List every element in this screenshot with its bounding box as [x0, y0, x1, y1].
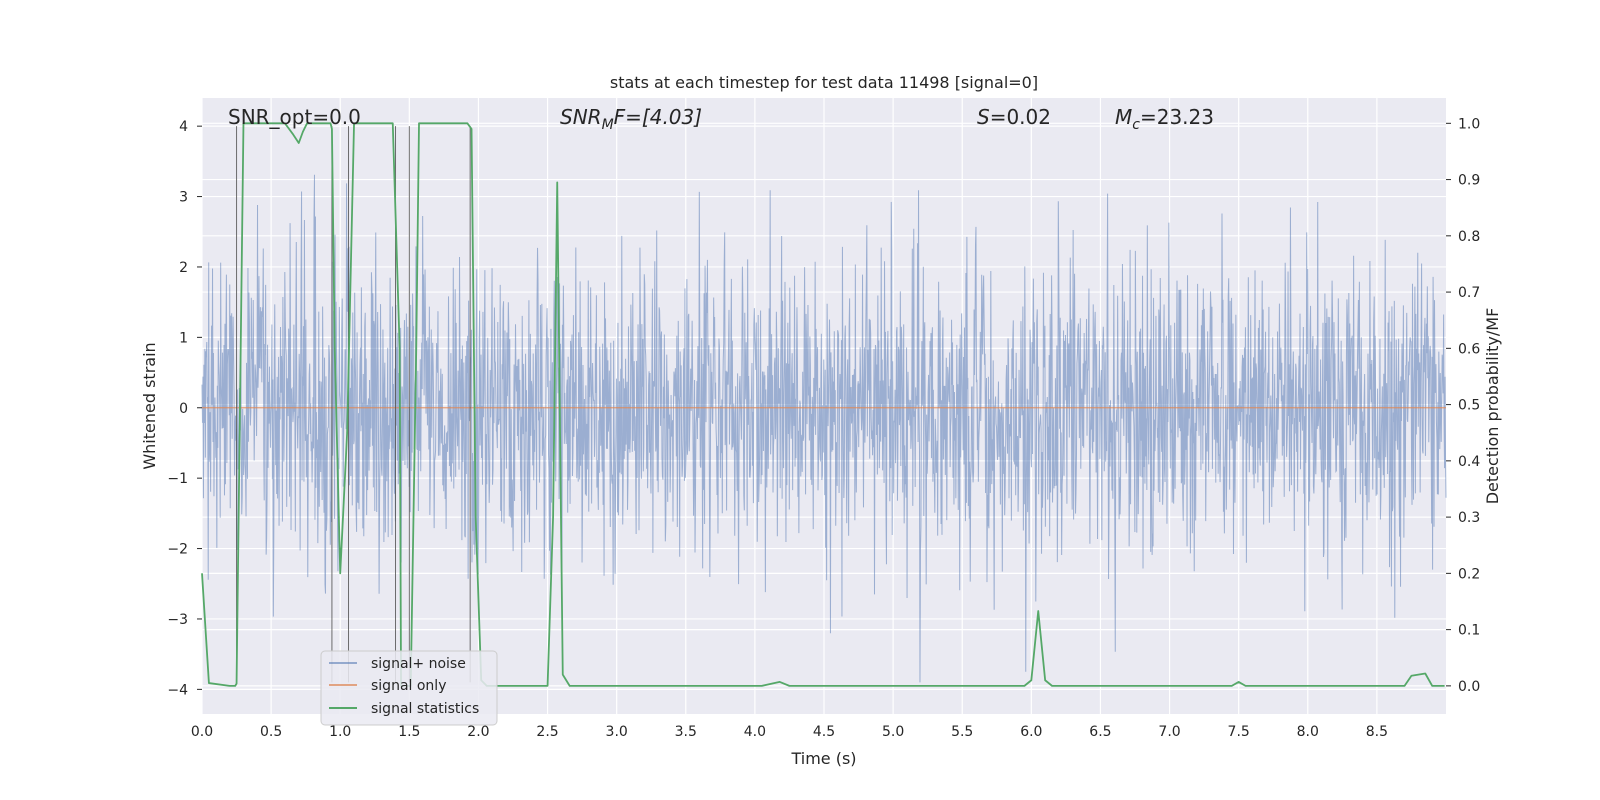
legend-label-noise: signal+ noise [371, 656, 466, 672]
y-tick-label-right: 0.7 [1458, 285, 1480, 301]
y-tick-label-left: 0 [179, 401, 188, 417]
thin-vertical-lines [236, 126, 471, 683]
axes: 0.0 0.5 1.0 1.5 2.0 2.5 3.0 3.5 4.0 4.5 5.0 5.5 6.0 6… [167, 116, 1480, 740]
mc-rest: =23.23 [1140, 105, 1214, 129]
snr-mf-subscript: M [602, 117, 614, 133]
y-tick-label-left: 3 [179, 190, 188, 206]
y-tick-label-right: 0.8 [1458, 229, 1480, 245]
y-tick-label-left: −3 [167, 612, 188, 628]
y-tick-label-left: −4 [167, 682, 188, 698]
x-tick-label: 1.0 [329, 724, 351, 740]
legend-box [320, 650, 498, 726]
y-axis-label-left: Whitened strain [140, 342, 159, 469]
x-tick-label: 2.0 [467, 724, 489, 740]
x-tick-label: 6.0 [1020, 724, 1042, 740]
y-tick-label-right: 0.2 [1458, 566, 1480, 582]
x-tick-label: 7.0 [1158, 724, 1180, 740]
y-tick-label-right: 0.1 [1458, 623, 1480, 639]
x-tick-label: 7.5 [1228, 724, 1250, 740]
y-tick-label-left: 2 [179, 260, 188, 276]
x-tick-label: 4.0 [744, 724, 766, 740]
annotation-snr-opt: SNR_opt=0.0 [228, 105, 361, 129]
x-axis-label: Time (s) [790, 749, 856, 768]
legend-label-statistics: signal statistics [371, 701, 479, 717]
legend: signal+ noise signal only signal statist… [320, 650, 498, 726]
snr-mf-base: SNR [560, 105, 602, 129]
s-base: S [977, 105, 990, 129]
y-tick-label-right: 1.0 [1458, 116, 1480, 132]
y-axis-label-right: Detection probability/MF [1483, 308, 1502, 505]
mc-subscript: c [1132, 117, 1140, 133]
x-tick-label: 0.5 [260, 724, 282, 740]
statistics-series [201, 122, 1445, 687]
series-signal-statistics [201, 122, 1445, 687]
x-tick-label: 3.0 [606, 724, 628, 740]
annotation-s: S=0.02 [977, 105, 1051, 129]
snr-mf-rest: F=[4.03] [614, 105, 702, 129]
annotation-mc: Mc=23.23 [1115, 105, 1214, 133]
x-tick-label: 1.5 [398, 724, 420, 740]
x-tick-label: 5.0 [882, 724, 904, 740]
x-tick-label: 2.5 [536, 724, 558, 740]
x-tick-label: 8.5 [1366, 724, 1388, 740]
y-tick-label-left: −2 [167, 542, 188, 558]
x-tick-label: 6.5 [1089, 724, 1111, 740]
legend-label-signal-only: signal only [371, 678, 446, 694]
annotation-snr-mf: SNRMF=[4.03] [560, 105, 702, 133]
x-tick-label: 4.5 [813, 724, 835, 740]
y-tick-label-right: 0.9 [1458, 173, 1480, 189]
s-rest: =0.02 [990, 105, 1051, 129]
y-tick-label-left: 1 [179, 330, 188, 346]
y-tick-label-left: −1 [167, 471, 188, 487]
y-tick-label-right: 0.4 [1458, 454, 1480, 470]
mc-base: M [1115, 105, 1132, 129]
y-tick-label-right: 0.6 [1458, 341, 1480, 357]
y-tick-label-right: 0.5 [1458, 398, 1480, 414]
x-tick-label: 5.5 [951, 724, 973, 740]
y-tick-label-right: 0.3 [1458, 510, 1480, 526]
chart-title: stats at each timestep for test data 114… [610, 73, 1038, 92]
x-tick-label: 0.0 [191, 724, 213, 740]
y-tick-label-right: 0.0 [1458, 679, 1480, 695]
x-tick-label: 3.5 [675, 724, 697, 740]
y-tick-label-left: 4 [179, 119, 188, 135]
x-tick-label: 8.0 [1297, 724, 1319, 740]
